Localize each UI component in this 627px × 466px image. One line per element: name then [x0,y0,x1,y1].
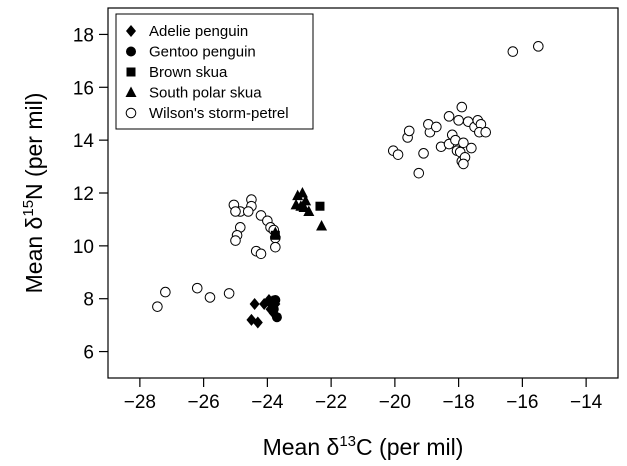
data-point [418,148,429,159]
data-point [249,298,260,310]
data-point [267,299,278,309]
data-point [191,282,203,294]
data-point [403,125,415,137]
data-point [270,241,281,253]
data-point [300,194,312,206]
data-point [431,121,442,133]
y-axis: 6 8 10 12 14 16 18 [73,25,108,364]
legend: Adelie penguin Gentoo penguin Brown skua So… [115,13,314,130]
legend-marker-icon [125,86,137,97]
legend-marker-icon [125,107,137,119]
data-point [160,286,171,298]
data-point [533,41,544,52]
legend-marker-icon [126,25,136,37]
legend-marker-icon [126,46,136,57]
legend-label: South polar skua [149,85,262,102]
y-tick-label: 8 [83,290,94,311]
legend-box [115,13,314,130]
data-point [290,198,302,210]
data-point [507,46,519,57]
data-point [252,316,263,329]
data-point [242,206,254,217]
x-tick-label: −20 [379,392,411,413]
data-point [204,292,216,303]
x-axis-title: Mean δ13C (per mil) [263,433,464,460]
y-tick-label: 14 [73,131,95,152]
data-point [292,189,304,201]
data-point [316,220,328,231]
data-points [152,41,544,329]
data-point [152,301,163,312]
x-tick-label: −18 [443,392,475,413]
y-tick-label: 6 [83,343,94,364]
data-point [255,248,267,260]
x-tick-label: −26 [188,392,220,413]
x-axis: −28 −26 −24 −22 −20 −18 −16 −14 [124,378,603,413]
data-point [392,149,404,160]
legend-label: Brown skua [149,64,228,81]
legend-marker-icon [126,67,136,77]
y-tick-label: 18 [73,25,94,46]
legend-label: Adelie penguin [149,23,248,40]
data-point [466,142,477,154]
y-axis-title: Mean δ15N (per mil) [20,93,47,294]
data-point [456,101,468,113]
data-point [413,167,425,179]
data-point [453,115,464,126]
x-tick-label: −16 [506,392,538,413]
data-point [230,235,241,246]
x-tick-label: −24 [251,392,284,413]
x-tick-label: −28 [124,392,156,413]
data-point [269,226,281,238]
x-tick-label: −14 [570,392,603,413]
legend-label: Wilson's storm-petrel [149,105,289,122]
y-tick-label: 12 [73,184,94,205]
data-point [230,206,241,217]
data-point [315,201,325,211]
data-point [443,111,455,122]
data-point [458,158,469,170]
data-point [298,201,310,213]
x-tick-label: −22 [315,392,347,413]
legend-label: Gentoo penguin [149,44,256,61]
data-point [480,126,492,138]
data-point [296,187,308,198]
data-point [271,312,282,323]
data-point [223,288,235,299]
y-tick-label: 10 [73,237,94,258]
data-point [458,137,469,149]
y-tick-label: 16 [73,78,94,99]
